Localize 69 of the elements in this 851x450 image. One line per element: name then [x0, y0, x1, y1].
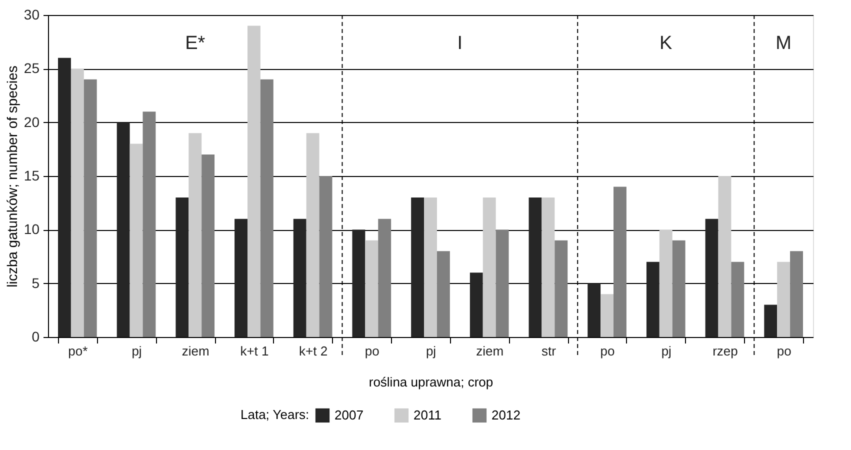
bar — [84, 79, 97, 337]
y-tick-label: 30 — [24, 6, 40, 22]
bar — [202, 154, 215, 337]
bar — [365, 240, 378, 337]
bar — [188, 133, 202, 337]
bar — [600, 294, 614, 337]
y-tick-label: 10 — [24, 221, 40, 238]
bar — [554, 240, 568, 337]
bar — [176, 197, 189, 337]
bar — [777, 262, 790, 337]
bar — [542, 197, 555, 337]
bar — [293, 218, 306, 337]
bar — [659, 230, 672, 337]
y-tick-label: 20 — [24, 114, 40, 130]
bar — [306, 133, 320, 337]
annotation: M — [776, 33, 792, 54]
y-axis-title: liczba gatunków; number of species — [4, 66, 20, 288]
bar — [764, 304, 778, 337]
bar — [496, 230, 509, 337]
bar — [234, 218, 248, 337]
bar — [646, 262, 660, 337]
bar — [130, 144, 143, 337]
bar — [411, 197, 424, 337]
bar — [378, 218, 392, 337]
bar — [718, 176, 732, 337]
bar — [470, 272, 483, 337]
bar — [528, 197, 542, 337]
x-tick-label: pj — [132, 344, 142, 358]
x-tick-label: ziem — [476, 344, 504, 358]
legend-label: 2012 — [492, 407, 520, 422]
bar — [142, 112, 156, 337]
bar — [588, 283, 601, 337]
annotation: E* — [185, 33, 206, 54]
bar — [247, 26, 260, 337]
legend-title: Lata; Years: — [240, 407, 310, 422]
bar — [705, 218, 718, 337]
bar — [424, 197, 437, 337]
y-tick-label: 25 — [24, 60, 40, 76]
bar — [614, 186, 626, 337]
x-tick-label: po — [600, 344, 615, 358]
x-tick-label: k+t 2 — [299, 344, 328, 358]
y-tick-label: 15 — [24, 168, 40, 184]
x-tick-label: ziem — [182, 344, 210, 358]
bar — [116, 122, 130, 337]
legend-label: 2007 — [334, 407, 364, 422]
x-tick-label: po — [776, 344, 792, 358]
x-tick-label: po — [364, 344, 380, 358]
bar — [352, 230, 366, 337]
bar — [260, 79, 274, 337]
x-tick-label: pj — [426, 344, 436, 358]
x-tick-label: po* — [68, 344, 88, 358]
annotation: K — [660, 33, 673, 54]
x-tick-label: rzep — [712, 344, 738, 358]
bar — [731, 262, 744, 337]
annotation: I — [457, 33, 463, 54]
x-tick-label: k+t 1 — [240, 344, 269, 358]
bar — [58, 58, 71, 337]
y-tick-label: 5 — [32, 274, 40, 291]
x-axis-title: roślina uprawna; crop — [368, 374, 494, 390]
bar — [790, 251, 803, 337]
x-tick-label: pj — [661, 344, 672, 358]
x-tick-label: str — [541, 344, 557, 358]
legend-label: 2011 — [414, 407, 442, 422]
bar — [70, 68, 84, 337]
y-tick-label: 0 — [32, 328, 40, 344]
bar — [319, 176, 332, 337]
bar — [436, 251, 450, 337]
bar — [482, 197, 496, 337]
bar — [672, 240, 686, 337]
